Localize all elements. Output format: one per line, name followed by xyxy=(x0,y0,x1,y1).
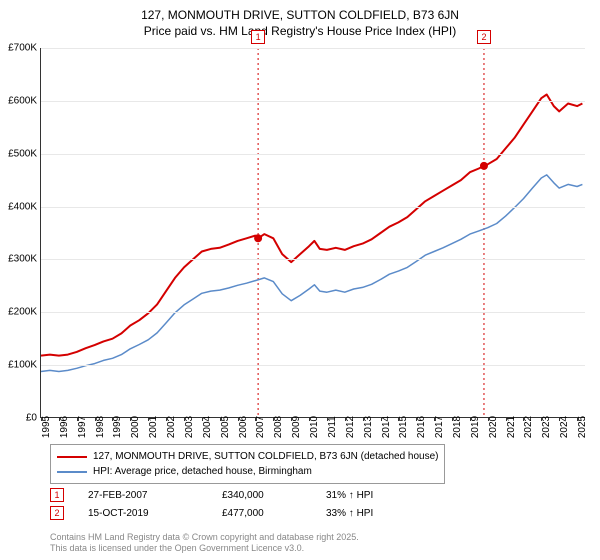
y-axis-tick: £600K xyxy=(8,95,37,106)
plot-region: £0£100K£200K£300K£400K£500K£600K£700K199… xyxy=(40,48,585,418)
sale-date: 27-FEB-2007 xyxy=(88,490,198,501)
sale-marker-2-icon: 2 xyxy=(50,506,64,520)
y-axis-tick: £200K xyxy=(8,307,37,318)
gridline-h xyxy=(41,365,585,366)
gridline-h xyxy=(41,101,585,102)
table-row: 1 27-FEB-2007 £340,000 31% ↑ HPI xyxy=(50,486,406,504)
x-axis-tick: 2006 xyxy=(238,416,249,438)
x-axis-tick: 1995 xyxy=(41,416,52,438)
sale-marker-1-icon: 1 xyxy=(50,488,64,502)
sale-date: 15-OCT-2019 xyxy=(88,508,198,519)
y-axis-tick: £100K xyxy=(8,360,37,371)
x-axis-tick: 2022 xyxy=(523,416,534,438)
x-axis-tick: 2014 xyxy=(381,416,392,438)
x-axis-tick: 2025 xyxy=(577,416,588,438)
x-axis-tick: 2004 xyxy=(202,416,213,438)
x-axis-tick: 1999 xyxy=(112,416,123,438)
x-axis-tick: 2016 xyxy=(416,416,427,438)
x-axis-tick: 1997 xyxy=(77,416,88,438)
y-axis-tick: £400K xyxy=(8,201,37,212)
chart-title-line1: 127, MONMOUTH DRIVE, SUTTON COLDFIELD, B… xyxy=(0,0,600,24)
x-axis-tick: 2012 xyxy=(345,416,356,438)
x-axis-tick: 1998 xyxy=(95,416,106,438)
x-axis-tick: 2002 xyxy=(166,416,177,438)
gridline-h xyxy=(41,312,585,313)
chart-area: £0£100K£200K£300K£400K£500K£600K£700K199… xyxy=(40,48,585,418)
y-axis-tick: £0 xyxy=(26,413,37,424)
gridline-h xyxy=(41,207,585,208)
sale-point-dot xyxy=(480,162,488,170)
x-axis-tick: 2010 xyxy=(309,416,320,438)
gridline-h xyxy=(41,48,585,49)
chart-svg xyxy=(41,48,585,417)
sale-point-dot xyxy=(254,234,262,242)
sale-delta: 33% ↑ HPI xyxy=(326,508,406,519)
x-axis-tick: 2021 xyxy=(506,416,517,438)
x-axis-tick: 2018 xyxy=(452,416,463,438)
legend-row-price-paid: 127, MONMOUTH DRIVE, SUTTON COLDFIELD, B… xyxy=(57,449,438,464)
sale-marker-box: 1 xyxy=(251,30,265,44)
x-axis-tick: 2001 xyxy=(148,416,159,438)
x-axis-tick: 2007 xyxy=(255,416,266,438)
x-axis-tick: 2017 xyxy=(434,416,445,438)
legend-label-hpi: HPI: Average price, detached house, Birm… xyxy=(93,464,312,479)
footer-line1: Contains HM Land Registry data © Crown c… xyxy=(50,532,359,543)
series-line-price_paid xyxy=(41,95,582,356)
y-axis-tick: £300K xyxy=(8,254,37,265)
legend: 127, MONMOUTH DRIVE, SUTTON COLDFIELD, B… xyxy=(50,444,445,484)
series-line-hpi xyxy=(41,175,582,372)
legend-label-price-paid: 127, MONMOUTH DRIVE, SUTTON COLDFIELD, B… xyxy=(93,449,438,464)
y-axis-tick: £500K xyxy=(8,148,37,159)
sales-table: 1 27-FEB-2007 £340,000 31% ↑ HPI 2 15-OC… xyxy=(50,486,406,522)
gridline-h xyxy=(41,154,585,155)
x-axis-tick: 1996 xyxy=(59,416,70,438)
x-axis-tick: 2003 xyxy=(184,416,195,438)
chart-title-line2: Price paid vs. HM Land Registry's House … xyxy=(0,24,600,44)
x-axis-tick: 2020 xyxy=(488,416,499,438)
chart-container: 127, MONMOUTH DRIVE, SUTTON COLDFIELD, B… xyxy=(0,0,600,560)
x-axis-tick: 2024 xyxy=(559,416,570,438)
legend-row-hpi: HPI: Average price, detached house, Birm… xyxy=(57,464,438,479)
sale-price: £340,000 xyxy=(222,490,302,501)
x-axis-tick: 2005 xyxy=(220,416,231,438)
x-axis-tick: 2008 xyxy=(273,416,284,438)
x-axis-tick: 2013 xyxy=(363,416,374,438)
footer: Contains HM Land Registry data © Crown c… xyxy=(50,532,359,554)
x-axis-tick: 2019 xyxy=(470,416,481,438)
x-axis-tick: 2011 xyxy=(327,416,338,438)
legend-swatch-price-paid xyxy=(57,456,87,458)
gridline-h xyxy=(41,259,585,260)
y-axis-tick: £700K xyxy=(8,43,37,54)
x-axis-tick: 2015 xyxy=(398,416,409,438)
x-axis-tick: 2009 xyxy=(291,416,302,438)
sale-price: £477,000 xyxy=(222,508,302,519)
legend-swatch-hpi xyxy=(57,471,87,473)
sale-delta: 31% ↑ HPI xyxy=(326,490,406,501)
sale-marker-box: 2 xyxy=(477,30,491,44)
x-axis-tick: 2023 xyxy=(541,416,552,438)
table-row: 2 15-OCT-2019 £477,000 33% ↑ HPI xyxy=(50,504,406,522)
x-axis-tick: 2000 xyxy=(130,416,141,438)
footer-line2: This data is licensed under the Open Gov… xyxy=(50,543,359,554)
